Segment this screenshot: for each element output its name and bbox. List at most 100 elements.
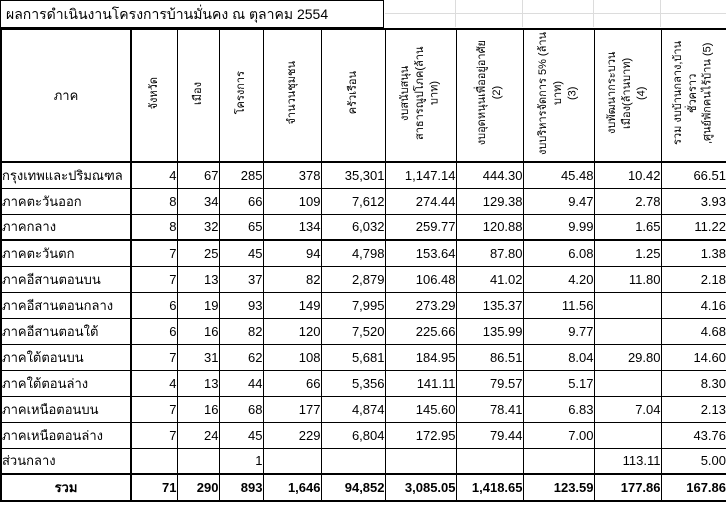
region-cell[interactable]: ภาคใต้ตอนบน (0, 343, 132, 371)
value-cell[interactable]: 29.80 (593, 343, 662, 371)
value-cell[interactable]: 5.00 (660, 447, 726, 475)
region-cell[interactable]: ภาคอีสานตอนกลาง (0, 291, 132, 319)
value-cell[interactable]: 32 (176, 213, 220, 241)
value-cell[interactable]: 7.00 (522, 421, 595, 449)
value-cell[interactable]: 259.77 (384, 213, 457, 241)
value-cell[interactable]: 7,520 (320, 317, 386, 345)
value-cell[interactable]: 177 (262, 395, 322, 423)
value-cell[interactable]: 135.99 (455, 317, 524, 345)
total-value-cell[interactable]: 123.59 (522, 473, 595, 502)
column-header[interactable]: งบอุดหนุนเพื่ออยู่อาศัย (2) (455, 28, 524, 163)
value-cell[interactable]: 7 (130, 239, 178, 267)
region-cell[interactable]: กรุงเทพและปริมณฑล (0, 161, 132, 189)
value-cell[interactable]: 11.22 (660, 213, 726, 241)
report-title[interactable]: ผลการดำเนินงานโครงการบ้านมั่นคง ณ ตุลาคม… (0, 0, 384, 28)
value-cell[interactable]: 5,681 (320, 343, 386, 371)
value-cell[interactable]: 113.11 (593, 447, 662, 475)
value-cell[interactable]: 4.68 (660, 317, 726, 345)
value-cell[interactable]: 35,301 (320, 161, 386, 189)
value-cell[interactable]: 134 (262, 213, 322, 241)
value-cell[interactable]: 5,356 (320, 369, 386, 397)
value-cell[interactable]: 94 (262, 239, 322, 267)
value-cell[interactable]: 66 (262, 369, 322, 397)
value-cell[interactable]: 9.77 (522, 317, 595, 345)
value-cell[interactable]: 4.16 (660, 291, 726, 319)
value-cell[interactable]: 6,804 (320, 421, 386, 449)
value-cell[interactable]: 45.48 (522, 161, 595, 189)
value-cell[interactable]: 141.11 (384, 369, 457, 397)
total-value-cell[interactable]: 1,646 (262, 473, 322, 502)
value-cell[interactable]: 108 (262, 343, 322, 371)
value-cell[interactable]: 2.78 (593, 187, 662, 215)
value-cell[interactable] (593, 291, 662, 319)
value-cell[interactable]: 2.13 (660, 395, 726, 423)
value-cell[interactable]: 1.25 (593, 239, 662, 267)
value-cell[interactable]: 79.44 (455, 421, 524, 449)
value-cell[interactable]: 1.38 (660, 239, 726, 267)
total-value-cell[interactable]: 893 (218, 473, 264, 502)
value-cell[interactable]: 11.80 (593, 265, 662, 293)
region-cell[interactable]: ส่วนกลาง (0, 447, 132, 475)
value-cell[interactable]: 8.04 (522, 343, 595, 371)
value-cell[interactable]: 7.04 (593, 395, 662, 423)
value-cell[interactable]: 45 (218, 239, 264, 267)
value-cell[interactable]: 274.44 (384, 187, 457, 215)
value-cell[interactable]: 19 (176, 291, 220, 319)
value-cell[interactable]: 10.42 (593, 161, 662, 189)
value-cell[interactable] (320, 447, 386, 475)
column-header[interactable]: งบสนับสนุนสาธารณูปโภค(ล้าน บาท) (384, 28, 457, 163)
region-cell[interactable]: ภาคตะวันออก (0, 187, 132, 215)
value-cell[interactable]: 135.37 (455, 291, 524, 319)
region-cell[interactable]: ภาคเหนือตอนบน (0, 395, 132, 423)
value-cell[interactable]: 172.95 (384, 421, 457, 449)
value-cell[interactable]: 67 (176, 161, 220, 189)
value-cell[interactable]: 1 (218, 447, 264, 475)
value-cell[interactable]: 5.17 (522, 369, 595, 397)
value-cell[interactable]: 285 (218, 161, 264, 189)
region-cell[interactable]: ภาคเหนือตอนล่าง (0, 421, 132, 449)
value-cell[interactable]: 68 (218, 395, 264, 423)
value-cell[interactable]: 44 (218, 369, 264, 397)
column-header[interactable]: งบบริหารจัดการ 5% (ล้านบาท) (3) (522, 28, 595, 163)
value-cell[interactable]: 7 (130, 421, 178, 449)
value-cell[interactable]: 225.66 (384, 317, 457, 345)
value-cell[interactable]: 82 (218, 317, 264, 345)
value-cell[interactable]: 13 (176, 369, 220, 397)
value-cell[interactable] (593, 317, 662, 345)
value-cell[interactable] (176, 447, 220, 475)
value-cell[interactable]: 13 (176, 265, 220, 293)
value-cell[interactable]: 7 (130, 343, 178, 371)
value-cell[interactable]: 1.65 (593, 213, 662, 241)
value-cell[interactable]: 4 (130, 369, 178, 397)
value-cell[interactable]: 184.95 (384, 343, 457, 371)
column-header[interactable]: ครัวเรือน (320, 28, 386, 163)
value-cell[interactable] (262, 447, 322, 475)
value-cell[interactable]: 2,879 (320, 265, 386, 293)
value-cell[interactable]: 8 (130, 187, 178, 215)
total-value-cell[interactable]: 71 (130, 473, 178, 502)
value-cell[interactable]: 7,995 (320, 291, 386, 319)
value-cell[interactable]: 8.30 (660, 369, 726, 397)
value-cell[interactable]: 62 (218, 343, 264, 371)
value-cell[interactable]: 6 (130, 317, 178, 345)
value-cell[interactable]: 4 (130, 161, 178, 189)
value-cell[interactable]: 66.51 (660, 161, 726, 189)
value-cell[interactable]: 153.64 (384, 239, 457, 267)
column-header[interactable]: งบพัฒนากระบวนเมือง(ล้านบาท) (4) (593, 28, 662, 163)
value-cell[interactable]: 149 (262, 291, 322, 319)
value-cell[interactable] (455, 447, 524, 475)
value-cell[interactable]: 4.20 (522, 265, 595, 293)
value-cell[interactable]: 65 (218, 213, 264, 241)
total-value-cell[interactable]: 94,852 (320, 473, 386, 502)
column-header[interactable]: จำนวนชุมชน (262, 28, 322, 163)
region-cell[interactable]: ภาคใต้ตอนล่าง (0, 369, 132, 397)
value-cell[interactable]: 16 (176, 395, 220, 423)
value-cell[interactable]: 3.93 (660, 187, 726, 215)
column-header[interactable]: เมือง (176, 28, 220, 163)
value-cell[interactable]: 9.47 (522, 187, 595, 215)
value-cell[interactable]: 24 (176, 421, 220, 449)
value-cell[interactable] (593, 421, 662, 449)
value-cell[interactable]: 273.29 (384, 291, 457, 319)
value-cell[interactable]: 43.76 (660, 421, 726, 449)
value-cell[interactable]: 25 (176, 239, 220, 267)
